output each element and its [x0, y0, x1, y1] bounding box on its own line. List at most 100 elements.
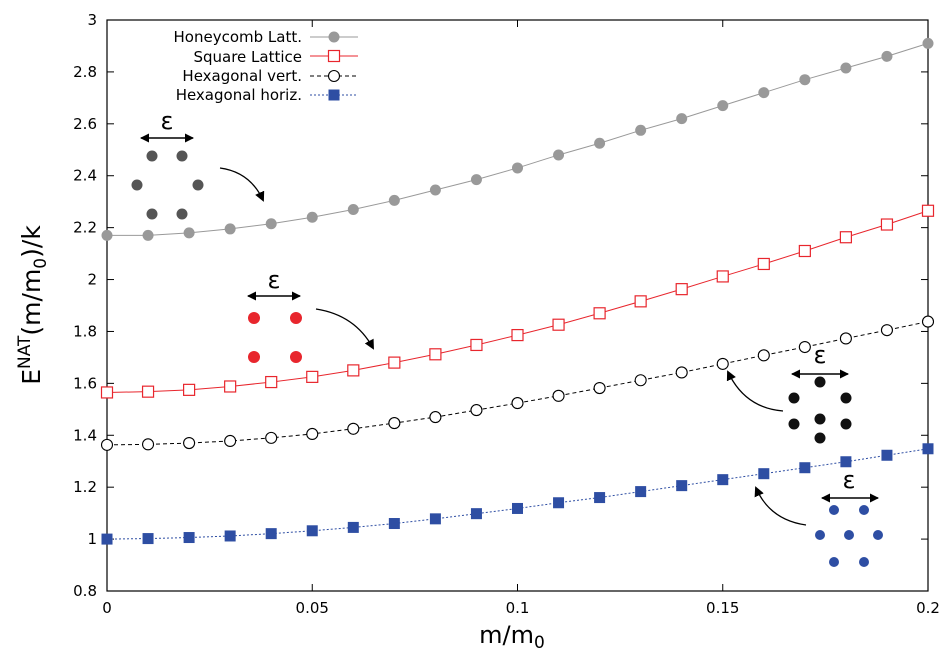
- lattice-dot: [859, 557, 869, 567]
- legend-samples: [310, 31, 358, 101]
- data-point-1: [552, 318, 565, 331]
- data-point-2: [839, 332, 852, 345]
- y-tick-label: 1.6: [73, 374, 97, 392]
- hex-vert-dots: [788, 376, 852, 444]
- data-point-0: [922, 37, 934, 49]
- legend-label-2: Hexagonal vert.: [182, 67, 302, 85]
- data-point-1: [306, 370, 319, 383]
- data-point-3: [840, 456, 852, 468]
- x-tick-label: 0: [102, 599, 112, 617]
- data-point-2: [306, 427, 319, 441]
- data-point-1: [798, 244, 811, 258]
- legend: Honeycomb Latt. Square Lattice Hexagonal…: [174, 28, 358, 104]
- data-point-0: [717, 100, 729, 112]
- lattice-dot: [290, 312, 302, 324]
- data-point-2: [593, 381, 606, 395]
- data-point-3: [429, 513, 441, 525]
- x-tick-label: 0.2: [916, 599, 940, 617]
- honeycomb-arrow: [219, 167, 265, 202]
- square-inset: ε: [247, 266, 374, 363]
- data-point-0: [881, 50, 893, 62]
- data-point-1: [675, 283, 688, 296]
- data-point-2: [388, 417, 401, 430]
- data-point-2: [183, 437, 196, 450]
- data-point-1: [429, 348, 442, 361]
- data-point-3: [676, 480, 688, 492]
- data-point-3: [101, 533, 113, 545]
- data-point-0: [758, 87, 770, 99]
- data-point-3: [717, 474, 729, 486]
- lattice-dot: [146, 208, 158, 220]
- lattice-dot: [829, 505, 839, 515]
- x-tick-label: 0.05: [296, 599, 329, 617]
- y-tick-label: 1.2: [73, 478, 97, 496]
- lattice-dot: [131, 179, 143, 191]
- data-point-2: [880, 324, 894, 337]
- axis-ticks: 0 0.05 0.1 0.15 0.2 0.8 1 1.2 1.4 1.6 1.8 2 2.2 2.4 2.…: [73, 11, 940, 617]
- legend-label-0: Honeycomb Latt.: [174, 28, 302, 46]
- data-point-2: [470, 404, 483, 417]
- y-tick-label: 2: [87, 271, 97, 289]
- data-point-1: [347, 364, 360, 377]
- lattice-dot: [873, 530, 883, 540]
- data-point-0: [306, 211, 318, 223]
- data-point-1: [183, 383, 196, 396]
- lattice-dot: [788, 418, 800, 430]
- data-point-1: [839, 231, 853, 244]
- data-point-0: [553, 149, 565, 161]
- data-point-1: [470, 338, 483, 352]
- y-tick-label: 1.4: [73, 426, 97, 444]
- data-point-2: [347, 422, 360, 435]
- y-axis-label-sub: 0: [31, 258, 51, 269]
- lattice-dot: [840, 392, 852, 404]
- y-axis-label-end: )/k: [17, 225, 46, 258]
- y-tick-label: 0.8: [73, 582, 97, 600]
- series-line-3: [106, 448, 929, 540]
- hex-vert-arrow: [726, 370, 784, 412]
- data-point-1: [757, 257, 770, 271]
- data-point-2: [552, 389, 565, 402]
- hex-vert-inset: ε: [726, 341, 852, 444]
- hex-horiz-inset: ε: [754, 466, 883, 567]
- data-point-1: [593, 307, 606, 320]
- lattice-dot: [814, 432, 826, 444]
- y-tick-label: 2.4: [73, 167, 97, 185]
- data-point-2: [100, 438, 114, 451]
- lattice-dot: [844, 530, 854, 540]
- data-point-1: [100, 386, 114, 399]
- data-point-0: [429, 184, 441, 196]
- legend-marker-0: [328, 31, 340, 43]
- y-axis-label-e: E: [17, 369, 46, 385]
- y-tick-label: 2.6: [73, 115, 97, 133]
- data-point-3: [388, 518, 400, 530]
- data-point-2: [224, 434, 237, 448]
- square-arrow: [315, 308, 374, 350]
- lattice-dot: [146, 150, 158, 162]
- data-point-2: [511, 397, 524, 410]
- data-point-1: [224, 380, 237, 393]
- lattice-dot: [248, 312, 260, 324]
- legend-marker-3: [328, 89, 340, 101]
- data-point-0: [388, 194, 400, 206]
- y-axis-label: ENAT(m/m0)/k: [15, 225, 51, 385]
- lattice-dot: [815, 530, 825, 540]
- lattice-dot: [840, 418, 852, 430]
- data-point-0: [265, 218, 277, 230]
- data-point-2: [675, 366, 688, 379]
- data-point-3: [347, 521, 359, 533]
- data-point-1: [388, 356, 401, 369]
- data-point-1: [880, 218, 894, 231]
- data-point-3: [881, 449, 893, 461]
- data-point-1: [634, 295, 647, 308]
- lattice-dot: [176, 208, 188, 220]
- square-epsilon: ε: [268, 266, 281, 294]
- hex-horiz-dots: [815, 505, 883, 567]
- data-point-3: [758, 468, 770, 480]
- data-point-2: [265, 431, 278, 444]
- honeycomb-inset: ε: [131, 107, 265, 220]
- data-point-0: [183, 227, 195, 239]
- y-tick-label: 1: [87, 530, 97, 548]
- data-point-0: [635, 124, 647, 136]
- data-point-2: [757, 349, 770, 362]
- lattice-dot: [192, 179, 204, 191]
